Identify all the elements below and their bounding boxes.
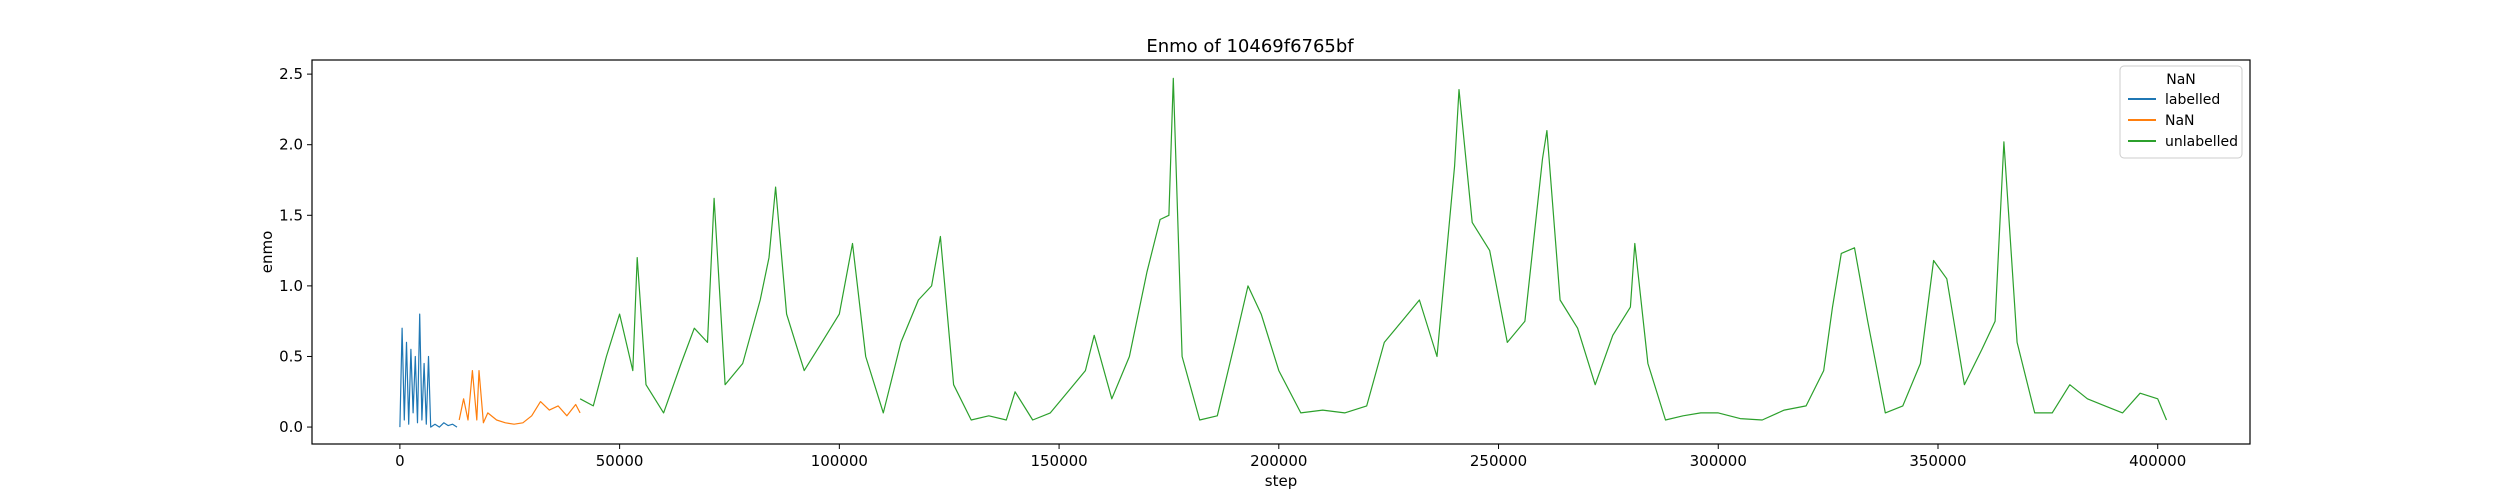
y-tick-label: 2.0 bbox=[279, 136, 303, 154]
legend-title: NaN bbox=[2166, 72, 2196, 88]
x-axis-label: step bbox=[1265, 472, 1297, 490]
x-tick-label: 0 bbox=[395, 452, 405, 470]
x-tick-label: 200000 bbox=[1250, 452, 1307, 470]
x-tick-label: 300000 bbox=[1690, 452, 1747, 470]
series-layer bbox=[399, 77, 2168, 428]
x-tick-label: 250000 bbox=[1470, 452, 1527, 470]
series-line-labelled bbox=[399, 313, 458, 428]
y-tick-label: 0.5 bbox=[279, 347, 303, 365]
y-tick-label: 0.0 bbox=[279, 418, 303, 436]
legend-label-unlabelled: unlabelled bbox=[2165, 134, 2238, 150]
y-axis-label: enmo bbox=[258, 231, 276, 274]
x-tick-label: 150000 bbox=[1030, 452, 1087, 470]
plot-frame bbox=[311, 59, 2251, 445]
chart-title: Enmo of 10469f6765bf bbox=[1146, 36, 1354, 57]
legend-label-labelled: labelled bbox=[2165, 92, 2220, 108]
y-tick-label: 1.0 bbox=[279, 277, 303, 295]
series-line-nan bbox=[458, 370, 581, 425]
x-tick-label: 50000 bbox=[596, 452, 644, 470]
x-tick-label: 100000 bbox=[811, 452, 868, 470]
series-line-unlabelled bbox=[579, 77, 2168, 421]
legend: NaN labelled NaN unlabelled bbox=[2119, 65, 2243, 159]
x-tick-label: 350000 bbox=[1909, 452, 1966, 470]
y-axis: 0.0 0.5 1.0 1.5 2.0 2.5 bbox=[279, 65, 312, 436]
legend-label-nan: NaN bbox=[2165, 113, 2195, 129]
x-axis: 0 50000 100000 150000 200000 250000 300000 3500… bbox=[395, 444, 2186, 470]
y-tick-label: 1.5 bbox=[279, 206, 303, 224]
x-tick-label: 400000 bbox=[2129, 452, 2186, 470]
legend-box bbox=[2119, 65, 2243, 159]
y-tick-label: 2.5 bbox=[279, 65, 303, 83]
